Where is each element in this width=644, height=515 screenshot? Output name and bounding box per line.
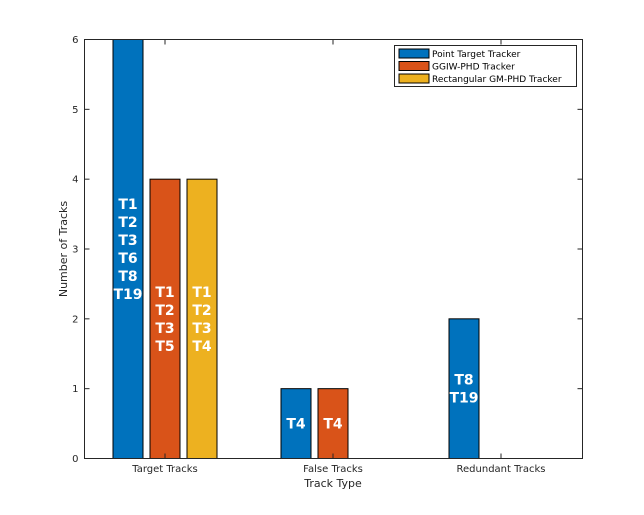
- ticks: 0 1 2 3 4 5 6 Target Tracks False Tracks Redundan…: [72, 35, 583, 475]
- legend-swatch: [398, 48, 430, 59]
- bar-label: T3: [155, 321, 174, 337]
- bar: [280, 388, 312, 459]
- bar: [317, 388, 349, 459]
- bar-label: T19: [449, 391, 478, 407]
- y-tick-label: 0: [72, 454, 78, 465]
- x-tick-label: Target Tracks: [131, 464, 198, 475]
- bar-label: T19: [113, 287, 142, 303]
- y-tick-label: 6: [72, 35, 78, 46]
- legend: Point Target Tracker GGIW-PHD Tracker Rect…: [394, 45, 577, 87]
- legend-swatch: [398, 61, 430, 71]
- bar-label: T4: [323, 417, 343, 433]
- bar-label: T1: [192, 285, 211, 301]
- bar: [149, 178, 181, 460]
- bar: [448, 318, 480, 460]
- bar-label: T4: [286, 417, 306, 433]
- y-tick-label: 3: [72, 245, 78, 256]
- x-tick-label: Redundant Tracks: [457, 464, 546, 475]
- bar-label: T8: [118, 269, 137, 285]
- bar-label: T6: [118, 251, 137, 267]
- x-axis-label: Track Type: [303, 477, 362, 490]
- bar-label: T1: [155, 285, 174, 301]
- legend-entry: Rectangular GM-PHD Tracker: [432, 75, 562, 85]
- y-tick-label: 4: [72, 175, 78, 186]
- legend-entry: Point Target Tracker: [432, 50, 521, 60]
- bars: T1 T2 T3 T6 T8 T19 T4 T8 T19 T1 T2 T3 T5 T4 T1 T2 T3 T4: [112, 39, 480, 460]
- bar-label: T2: [192, 303, 211, 319]
- y-axis-label: Number of Tracks: [57, 201, 70, 298]
- x-tick-label: False Tracks: [303, 464, 363, 475]
- legend-entry: GGIW-PHD Tracker: [432, 63, 515, 73]
- bar-label: T2: [118, 215, 137, 231]
- bar-label: T3: [192, 321, 211, 337]
- bar-label: T2: [155, 303, 174, 319]
- bar-label: T8: [454, 373, 473, 389]
- y-tick-label: 2: [72, 314, 78, 325]
- y-tick-label: 5: [72, 105, 78, 116]
- y-tick-label: 1: [72, 384, 78, 395]
- bar-label: T4: [192, 339, 212, 355]
- bar: [112, 39, 144, 459]
- bar-label: T3: [118, 233, 137, 249]
- bar-label: T1: [118, 197, 137, 213]
- bar-label: T5: [155, 339, 174, 355]
- legend-swatch: [398, 73, 430, 84]
